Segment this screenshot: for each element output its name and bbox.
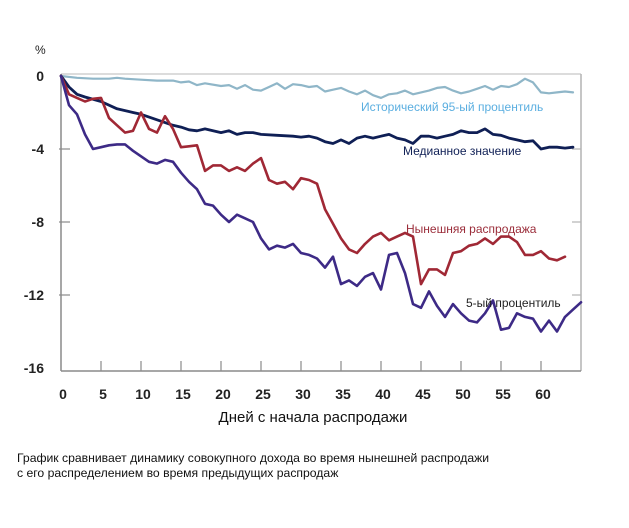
series-5th-percentile-line (59, 74, 583, 333)
label-median: Медианное значение (403, 144, 522, 158)
label-5th-percentile: 5-ый процентиль (466, 296, 561, 310)
y-tick-label: -16 (24, 360, 44, 376)
y-tick-label: -8 (32, 214, 45, 230)
x-tick-label: 5 (99, 386, 107, 402)
y-tick-label: -4 (32, 141, 45, 157)
caption-line-2: с его распределением во время предыдущих… (17, 466, 339, 480)
x-tick-label: 25 (255, 386, 271, 402)
x-axis-title: Дней с начала распродажи (219, 409, 408, 426)
series-current-sale-line (59, 74, 567, 286)
x-tick-label: 0 (59, 386, 67, 402)
x-tick-label: 35 (335, 386, 351, 402)
x-tick-label: 30 (295, 386, 311, 402)
x-tick-label: 15 (175, 386, 191, 402)
x-tick-label: 10 (135, 386, 151, 402)
series-median-line (59, 74, 575, 151)
x-tick-label: 60 (535, 386, 551, 402)
x-tick-label: 50 (455, 386, 471, 402)
series-historical-95th-line (59, 74, 575, 100)
label-historical-95th: Исторический 95-ый процентиль (361, 100, 543, 114)
x-tick-label: 45 (415, 386, 431, 402)
x-tick-label: 40 (375, 386, 391, 402)
y-axis-unit-label: % (35, 43, 46, 57)
x-tick-label: 55 (495, 386, 511, 402)
x-tick-label: 20 (215, 386, 231, 402)
y-tick-label: -12 (24, 287, 44, 303)
chart-caption: График сравнивает динамику совокупного д… (17, 451, 617, 481)
label-current-sale: Нынешняя распродажа (406, 222, 537, 236)
caption-line-1: График сравнивает динамику совокупного д… (17, 451, 490, 465)
y-tick-label: 0 (36, 68, 44, 84)
